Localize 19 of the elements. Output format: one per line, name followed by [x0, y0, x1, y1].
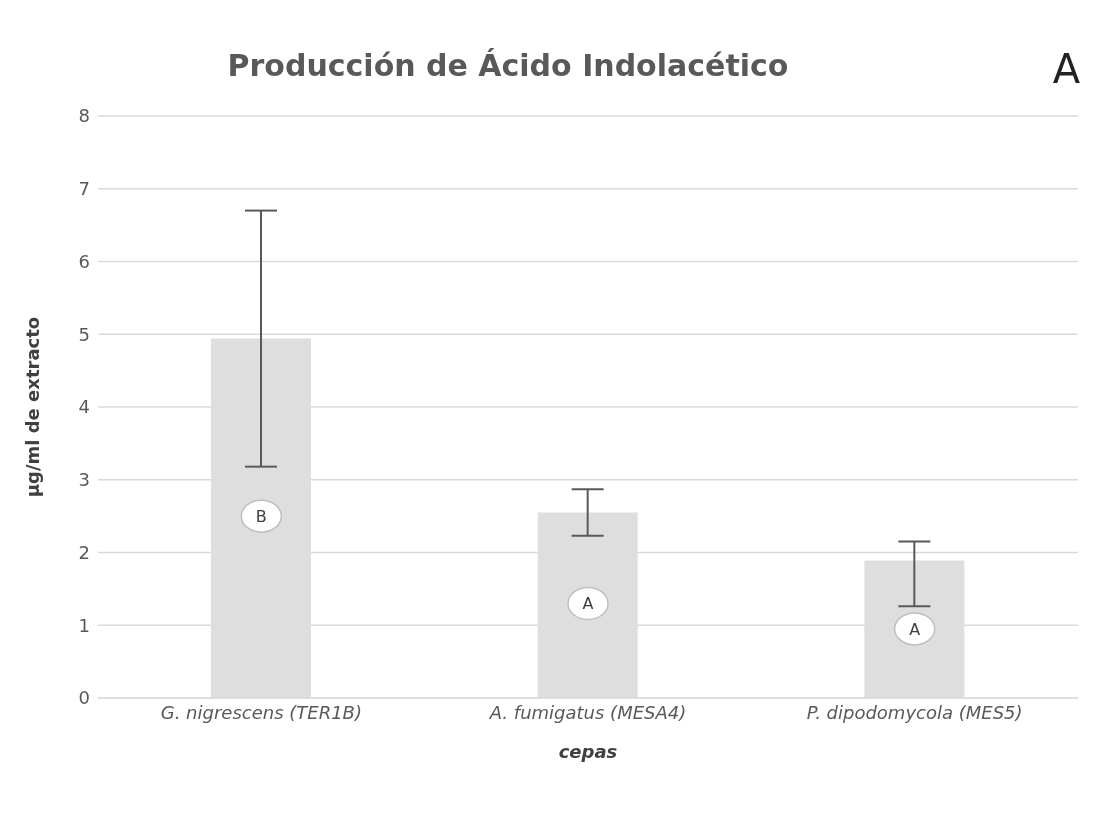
y-tick-label: 2 — [78, 541, 90, 563]
annotation: A — [909, 619, 921, 639]
text: A — [1052, 46, 1080, 92]
x-tick-label: G. nigrescens (TER1B) — [160, 701, 362, 723]
chart-title: Producción de Ácido Indolacético — [226, 48, 790, 83]
annotation: A — [582, 594, 594, 614]
y-tick-label: 7 — [78, 178, 90, 200]
x-tick-label: A. fumigatus (MESA4) — [488, 701, 687, 723]
y-tick-label: 4 — [78, 396, 90, 418]
y-axis-title: µg/ml de extracto — [22, 316, 44, 498]
y-tick-label: 0 — [78, 687, 90, 709]
y-tick-label: 1 — [78, 614, 90, 636]
x-tick-label: P. dipodomycola (MES5) — [806, 701, 1023, 723]
annotation: B — [255, 507, 267, 527]
y-tick-label: 8 — [78, 105, 90, 127]
y-tick-label: 5 — [78, 323, 90, 345]
y-tick-label: 6 — [78, 250, 90, 272]
y-tick-label: 3 — [78, 469, 90, 491]
x-axis-title: cepas — [558, 741, 618, 762]
